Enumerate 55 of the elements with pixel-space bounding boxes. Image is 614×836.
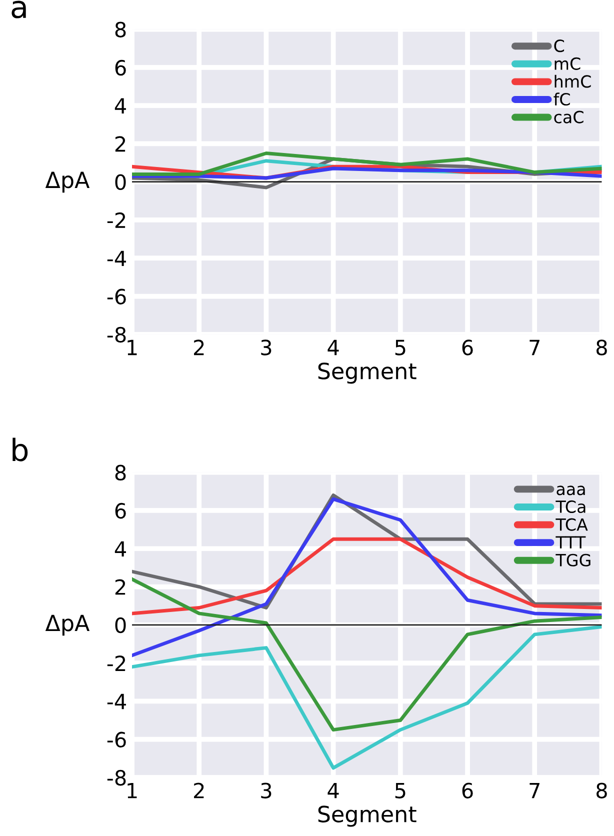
- y-tick-label: 8: [115, 22, 126, 38]
- y-tick-label: 2: [115, 579, 126, 595]
- x-tick-label: 4: [328, 782, 339, 798]
- legend-label: C: [554, 40, 564, 52]
- y-axis-title: ΔpA: [45, 172, 90, 193]
- legend-label: TCa: [556, 500, 586, 514]
- x-tick-label: 6: [462, 782, 473, 798]
- x-tick-label: 1: [128, 340, 137, 356]
- chart-title: a: [12, 0, 26, 18]
- x-tick-label: 1: [128, 782, 137, 798]
- legend-label: mC: [554, 57, 580, 70]
- x-tick-label: 8: [596, 782, 607, 798]
- legend-label: aaa: [556, 486, 585, 496]
- line-series: [132, 497, 602, 658]
- y-tick-label: 2: [115, 136, 126, 152]
- y-tick-label: 0: [115, 617, 126, 634]
- x-tick-label: 5: [395, 340, 406, 356]
- x-tick-label: 6: [462, 340, 473, 356]
- y-tick-label: -2: [107, 656, 126, 671]
- y-tick-label: -6: [107, 288, 126, 304]
- x-tick-label: 3: [261, 340, 272, 356]
- x-tick-label: 2: [194, 340, 204, 356]
- y-tick-label: -8: [107, 770, 126, 786]
- x-tick-label: 5: [395, 782, 406, 798]
- line-series: [132, 625, 602, 770]
- legend-label: TCA: [556, 518, 588, 531]
- x-tick-label: 7: [530, 340, 540, 356]
- x-tick-label: 4: [328, 340, 339, 356]
- y-tick-label: -8: [107, 326, 126, 343]
- line-series: [132, 537, 602, 616]
- line-series: [132, 577, 602, 732]
- y-tick-label: -2: [107, 212, 126, 228]
- y-tick-label: 6: [115, 502, 126, 519]
- x-tick-label: 3: [261, 782, 272, 798]
- chart-title: b: [12, 438, 28, 462]
- y-tick-label: 4: [114, 98, 126, 114]
- y-tick-label: -4: [107, 250, 126, 266]
- x-tick-label: 8: [596, 340, 607, 356]
- legend-label: TGG: [556, 554, 590, 566]
- legend-label: TTT: [556, 536, 586, 548]
- legend-label: caC: [554, 110, 584, 124]
- y-tick-label: 0: [115, 174, 126, 190]
- legend-label: hmC: [554, 74, 591, 88]
- x-axis-title: Segment: [318, 362, 416, 384]
- x-tick-label: 7: [530, 782, 540, 798]
- y-axis-title: ΔpA: [45, 614, 90, 636]
- y-tick-label: 6: [115, 60, 126, 76]
- y-tick-label: 4: [114, 541, 126, 557]
- y-tick-label: 8: [115, 464, 126, 481]
- line-series: [132, 151, 602, 176]
- x-tick-label: 2: [194, 782, 204, 798]
- legend-label: fC: [554, 92, 570, 106]
- x-axis-title: Segment: [318, 806, 416, 827]
- y-tick-label: -6: [107, 732, 126, 748]
- y-tick-label: -4: [107, 694, 126, 710]
